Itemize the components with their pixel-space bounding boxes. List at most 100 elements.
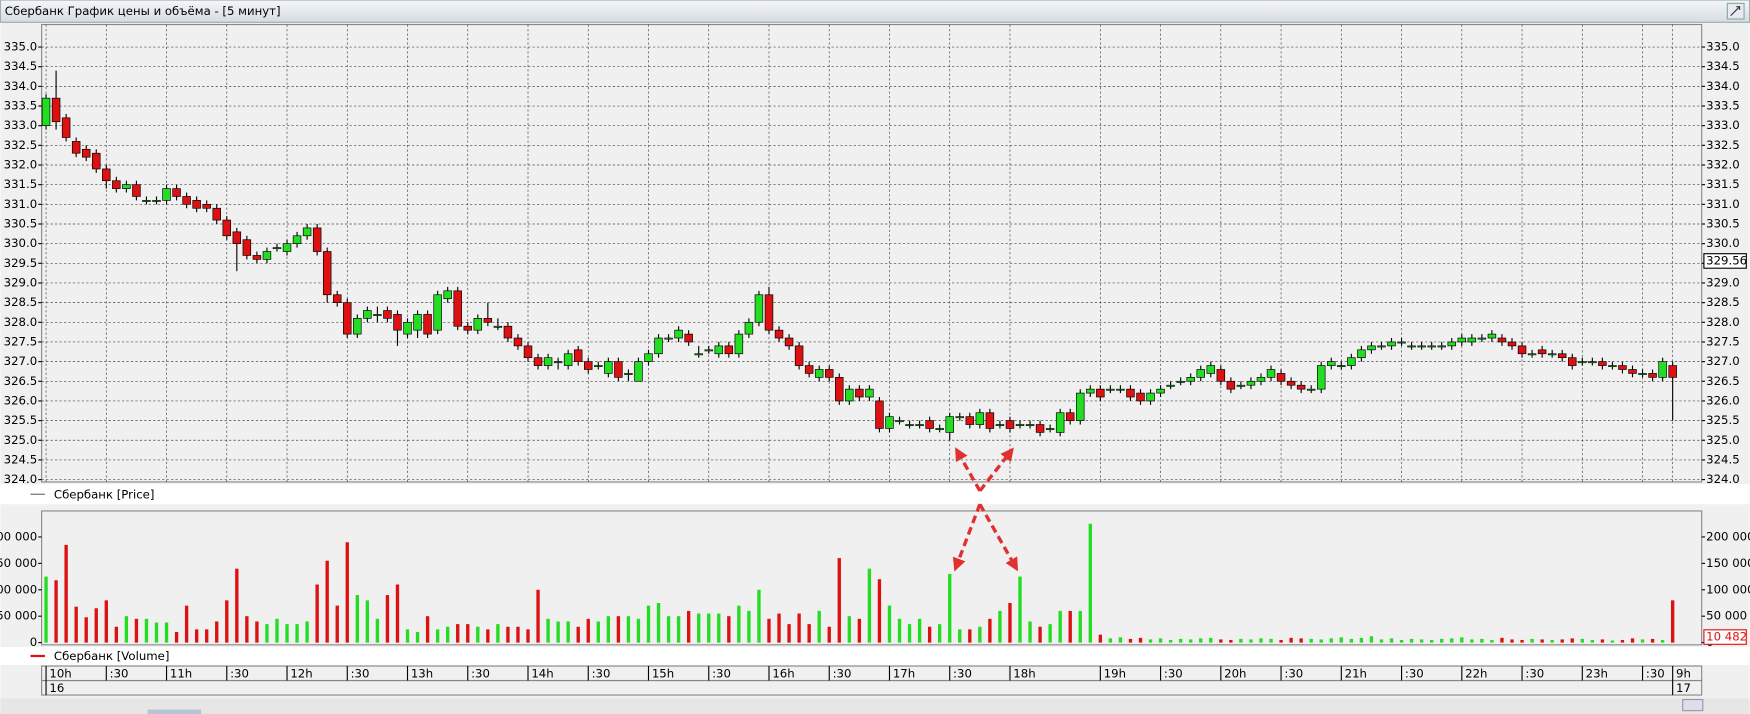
- volume-bar: [927, 626, 932, 643]
- last-price-box: [1703, 253, 1747, 269]
- volume-bar: [757, 589, 761, 643]
- marks: 324.0 324.0 324.5 324.5 325.0 325.0 325.5 325.5…: [0, 24, 1750, 696]
- y-tick-label: 330.0: [4, 236, 38, 250]
- candle-body: [584, 361, 593, 370]
- volume-bar: [1048, 624, 1052, 643]
- candle-body: [1588, 361, 1597, 364]
- volume-bar: [184, 605, 189, 643]
- volume-bar: [777, 613, 781, 643]
- candle-body: [1096, 388, 1105, 398]
- volume-bar: [205, 629, 209, 643]
- volume-bar: [1369, 636, 1374, 643]
- candle-body: [1256, 377, 1266, 382]
- y-tick-label: 331.5: [1706, 177, 1740, 191]
- volume-bar: [245, 616, 249, 643]
- x-tick-label: 15h: [652, 666, 674, 680]
- candle-body: [222, 219, 232, 237]
- y-tick-label: 329.5: [4, 256, 38, 270]
- candle-body: [312, 227, 322, 252]
- volume-bar: [1209, 637, 1213, 643]
- scrollbar[interactable]: [0, 698, 1750, 714]
- volume-bar: [1008, 602, 1012, 643]
- volume-bar: [235, 568, 239, 643]
- candle-body: [1557, 353, 1567, 359]
- candle-body: [754, 294, 764, 323]
- volume-bar: [405, 629, 410, 643]
- volume-bar: [345, 542, 349, 643]
- volume-bar: [697, 613, 701, 643]
- candle-body: [1457, 337, 1467, 343]
- x-tick-label: 14h: [531, 666, 553, 680]
- candle-body: [132, 184, 141, 197]
- volume-bar: [1309, 638, 1313, 643]
- x-tick-label: :30: [1284, 666, 1303, 680]
- volume-bar: [586, 618, 590, 643]
- volume-bar: [1630, 638, 1635, 643]
- y-tick-label: 330.0: [1706, 236, 1740, 250]
- volume-bar: [144, 618, 149, 643]
- candle-body: [734, 333, 744, 355]
- candle-body: [503, 325, 513, 339]
- candle-body: [644, 353, 653, 362]
- candle-body: [885, 416, 894, 429]
- scroll-button[interactable]: [1682, 698, 1704, 712]
- x-tick-label: 13h: [411, 666, 433, 680]
- x-tick-label: 18h: [1013, 666, 1035, 680]
- volume-bar: [1289, 637, 1293, 643]
- candle-body: [1658, 361, 1667, 378]
- y2-tick-label: 0: [30, 635, 37, 649]
- candle-body: [835, 377, 844, 402]
- candle-body: [935, 428, 944, 430]
- arrow: [978, 447, 1014, 492]
- y-tick-label: 332.0: [1706, 158, 1740, 172]
- scrollbar-thumb[interactable]: [147, 709, 202, 714]
- volume-bar: [1419, 639, 1424, 643]
- y-tick-label: 334.5: [1706, 59, 1740, 73]
- volume-bar: [1098, 634, 1103, 643]
- y-tick-label: 325.5: [1706, 413, 1740, 427]
- volume-bar: [1399, 639, 1404, 643]
- candle-body: [383, 310, 392, 319]
- candle-body: [1316, 365, 1326, 390]
- volume-bar: [295, 624, 299, 643]
- x-tick-label: :30: [953, 666, 972, 680]
- candle-body: [353, 318, 362, 335]
- volume-bar: [1520, 639, 1524, 643]
- volume-bar: [626, 616, 631, 643]
- candle-body: [232, 231, 242, 244]
- volume-bar: [94, 608, 98, 643]
- volume-bar: [1540, 639, 1544, 643]
- candle-body: [724, 345, 734, 355]
- y-tick-label: 326.5: [1706, 374, 1740, 388]
- y2-tick-label: 100 000: [1706, 582, 1750, 596]
- price-legend-bar: [0, 484, 1750, 505]
- y-tick-label: 333.0: [1706, 118, 1740, 132]
- volume-bar: [365, 600, 370, 643]
- candle-body: [1497, 337, 1507, 343]
- candle-body: [363, 310, 372, 319]
- candle-body: [1055, 412, 1065, 433]
- y-tick-label: 331.0: [1706, 197, 1740, 211]
- volume-bar: [887, 605, 892, 643]
- candle-body: [202, 203, 211, 209]
- candle-body: [433, 294, 442, 331]
- x-tick-label: :30: [592, 666, 611, 680]
- volume-bar: [325, 560, 329, 643]
- volume-bar: [355, 595, 359, 643]
- volume-bar: [526, 629, 530, 643]
- candle-body: [814, 369, 824, 378]
- y-tick-label: 328.0: [4, 315, 38, 329]
- volume-bar: [958, 629, 962, 643]
- volume-bar: [1269, 638, 1273, 643]
- volume-bar: [727, 616, 731, 643]
- candle-body: [744, 321, 754, 335]
- volume-bar: [1590, 639, 1595, 643]
- volume-bar: [707, 613, 711, 643]
- candle-body: [1146, 392, 1155, 402]
- volume-bar: [877, 579, 882, 643]
- volume-bar: [385, 595, 390, 643]
- candle-body: [925, 420, 934, 429]
- candle-body: [1206, 365, 1216, 374]
- candle-body: [895, 420, 904, 423]
- y-tick-label: 327.0: [4, 354, 38, 368]
